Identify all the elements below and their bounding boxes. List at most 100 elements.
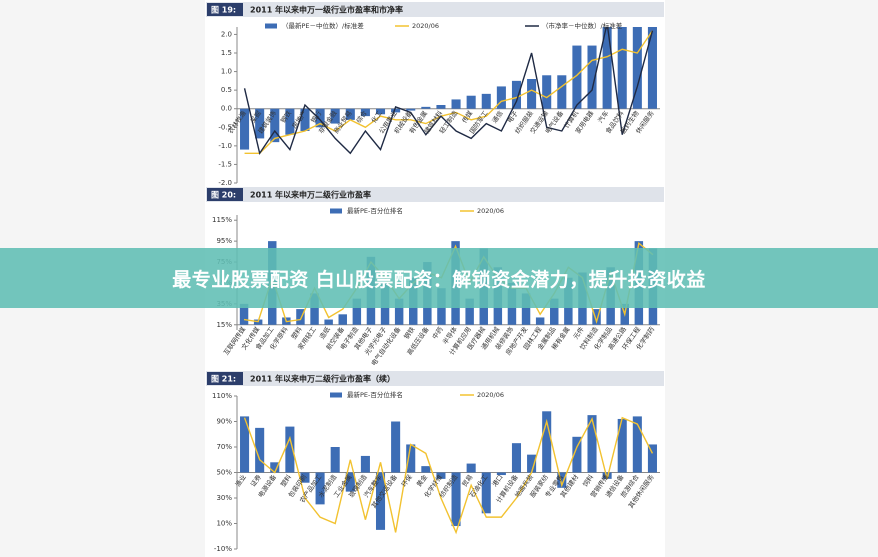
y-tick-label: -0.5 [218,123,232,131]
figure-label: 图 20: [211,191,236,200]
bar [315,472,325,505]
bar [647,27,657,109]
bar [527,454,537,473]
chart-title: 2011 年以来申万二级行业市盈率 [250,190,371,200]
bar [375,472,386,530]
y-tick-label: 50% [216,469,232,477]
y-tick-label: 0.5 [221,86,232,94]
y-tick-label: 95% [216,237,232,245]
bar [535,317,545,325]
legend-label: 2020/06 [477,391,504,399]
bar [511,80,522,109]
bar [617,418,627,473]
chart-title: 2011 年以来申万一级行业市盈率和市净率 [250,5,403,15]
y-tick-label: 1.5 [221,49,232,57]
bar [481,472,491,514]
bar [542,411,552,473]
bar [352,298,362,325]
bar [255,427,265,473]
legend-label: （最新PE－中位数）/标准差 [282,21,364,30]
bar [465,298,474,325]
plot [240,411,657,535]
bar [602,472,612,479]
bar [542,75,552,109]
y-tick-label: 115% [212,216,232,224]
bar [451,472,461,527]
bar [310,293,319,325]
y-tick-label: 90% [216,418,232,426]
y-tick-label: -1.5 [218,160,232,168]
bar [421,466,431,473]
legend-label: 最新PE-百分位排名 [347,390,403,399]
bar [285,426,295,473]
bar [406,108,416,111]
legend-swatch [265,23,277,29]
header-label-box [207,372,243,385]
bar [496,86,506,109]
y-tick-label: 2.0 [221,30,232,38]
y-tick-label: -2.0 [218,179,232,187]
y-tick-label: 70% [216,443,232,451]
bar [496,472,506,476]
header-bar [206,2,664,17]
bar [572,436,582,473]
bar [345,108,355,120]
bar [632,416,642,473]
bar [255,108,265,139]
chart-title: 2011 年以来申万二级行业市盈率（续） [250,374,395,384]
bar [345,472,355,492]
bar [338,314,347,325]
bar [587,45,597,109]
bar [602,27,612,109]
y-tick-label: -10% [214,545,232,553]
legend-label: 2020/06 [477,207,504,215]
bar [406,444,416,473]
bar [481,93,491,109]
bar [617,27,627,109]
bar [421,106,431,109]
line [243,27,654,156]
bar [587,415,597,473]
bar [451,99,461,109]
bar [572,45,582,109]
bar [391,421,401,473]
bar [315,108,325,128]
y-tick-label: 30% [216,494,232,502]
bar [394,298,404,325]
legend-swatch [330,208,342,214]
figure-label: 图 19: [211,6,236,15]
bar [511,443,522,473]
legend-label: （市净率－中位数）/标准差 [542,21,623,30]
header-bar [206,187,664,202]
bar [240,108,250,150]
y-tick-label: -1.0 [218,142,232,150]
header-label-box [207,3,243,16]
figure-label: 图 21: [211,375,236,384]
bar [300,108,310,131]
y-tick-label: 0.0 [221,105,232,113]
bar [375,108,386,115]
y-tick-label: 110% [212,392,232,400]
plot [240,27,657,156]
bar [285,108,295,135]
bar [647,444,657,473]
line [244,30,654,154]
bar [557,75,567,109]
y-tick-label: 15% [216,321,232,329]
bar [391,108,401,113]
bar [592,309,601,325]
bar [296,309,305,325]
bar [324,319,333,325]
bar [330,108,340,124]
bar [300,472,310,483]
bar [436,472,446,479]
y-tick-label: 1.0 [221,68,232,76]
bar [521,293,531,325]
bar [550,298,559,325]
banner: 最专业股票配资 白山股票配资：解锁资金潜力，提升投资收益 [0,248,878,308]
bar [330,447,340,473]
legend-label: 最新PE-百分位排名 [347,206,403,215]
bar [632,27,642,109]
bar [270,108,280,143]
